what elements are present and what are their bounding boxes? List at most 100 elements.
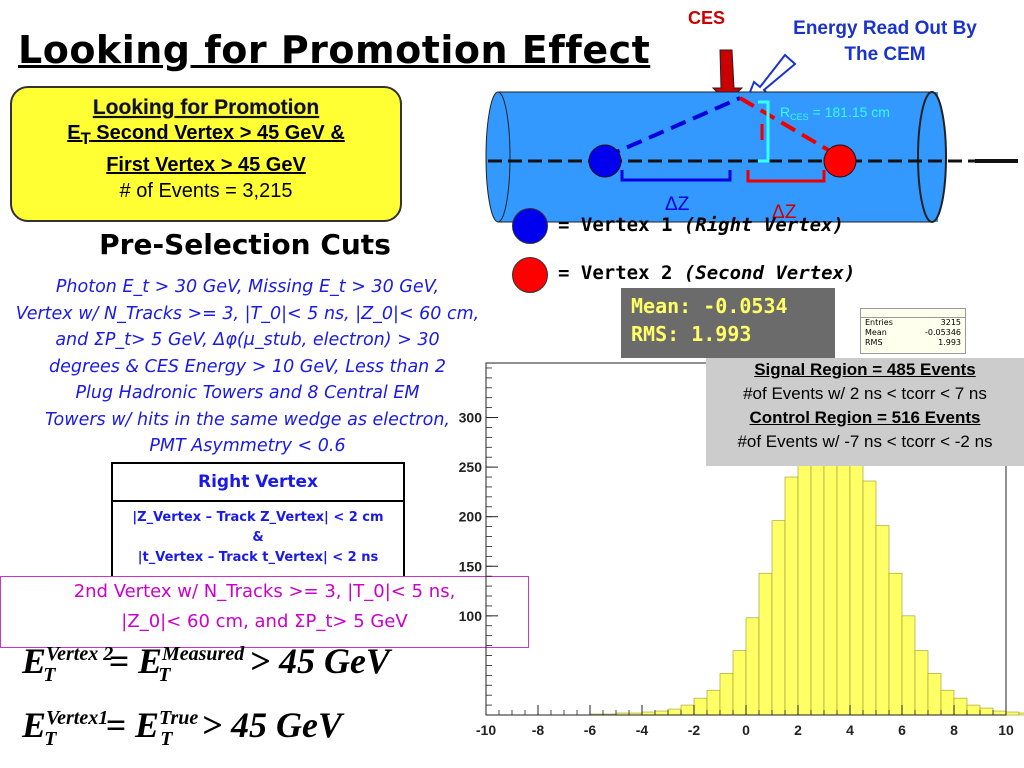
right-vertex-table: Right Vertex |Z_Vertex – Track Z_Vertex|… [111,462,405,582]
x-tick-label: -6 [584,722,597,738]
y-tick-label: 100 [459,608,483,624]
blue-vertex [588,144,622,178]
blue-dz-label: ΔZ [665,194,690,215]
second-vertex-box: 2nd Vertex w/ N_Tracks >= 3, |T_0|< 5 ns… [0,576,529,648]
histogram-bar [771,520,786,716]
vertex2-legend-dot [512,257,548,293]
histogram-bar [979,707,994,716]
blue-dz-bracket [620,170,732,182]
stat-box-header [861,309,965,318]
signal-region-title: Signal Region = 485 Events [754,360,976,379]
y-tick-label: 300 [459,410,483,426]
cut-line: PMT Asymmetry < 0.6 [149,436,346,456]
histogram-bar [849,439,864,716]
vertex1-legend-dot [512,208,548,244]
x-tick-label: -8 [532,722,545,738]
detector-diagram: RCES = 181.15 cm ΔZ ΔZ [485,49,1018,223]
stat-mean-row: Mean -0.05346 [865,328,961,337]
histogram-bar [966,704,981,716]
histogram-bar [940,689,955,716]
histogram-bar [745,617,760,716]
y-tick-label: 150 [459,558,483,574]
histogram-bar [875,525,890,716]
histogram-bar [719,673,734,716]
histogram-bar [706,689,721,716]
second-vertex-line1: 2nd Vertex w/ N_Tracks >= 3, |T_0|< 5 ns… [73,581,456,602]
rms-value: RMS: 1.993 [631,322,752,346]
histogram-bar [732,650,747,716]
root-stat-box: Entries 3215 Mean -0.05346 RMS 1.993 [860,308,966,354]
histogram-bar [654,710,669,716]
histogram-bar [862,480,877,716]
x-tick-label: -10 [476,722,496,738]
histogram-bar [693,697,708,716]
x-tick-label: 4 [846,722,854,738]
promotion-summary-box: Looking for Promotion ET Second Vertex >… [10,86,402,222]
histogram-bar [1018,712,1024,716]
control-region-title: Control Region = 516 Events [749,408,981,427]
y-tick-label: 200 [459,509,483,525]
detector-cylinder [498,92,938,222]
ces-label: CES [688,8,726,28]
right-vertex-and: & [252,530,264,545]
control-region-definition: #of Events w/ -7 ns < tcorr < -2 ns [737,432,993,451]
x-tick-label: 2 [794,722,802,738]
right-vertex-header: Right Vertex [113,464,403,502]
vertex2-legend: = Vertex 2 (Second Vertex) [558,262,856,284]
summary-line-first-vertex: First Vertex > 45 GeV [106,154,306,176]
energy-readout-label: Energy Read Out By The CEM [793,18,977,65]
rces-label: RCES = 181.15 cm [780,104,890,122]
signal-region-definition: #of Events w/ 2 ns < tcorr < 7 ns [743,384,987,403]
x-tick-label: 0 [742,722,750,738]
page-title: Looking for Promotion Effect [18,28,651,72]
cut-line: degrees & CES Energy > 10 GeV, Less than… [49,356,446,377]
histogram-bar [953,697,968,716]
x-tick-label: 10 [998,722,1014,738]
cylinder-right-end [917,91,947,223]
summary-line-et: ET Second Vertex > 45 GeV & [67,122,345,148]
x-tick-label: -2 [688,722,701,738]
x-tick-label: -4 [636,722,649,738]
summary-heading: Looking for Promotion [92,96,320,119]
blue-track-line [604,96,741,159]
region-definition-box: Signal Region = 485 Events #of Events w/… [706,358,1024,466]
rces-bar [758,100,770,163]
formula-vertex1: EVertex1T = ETrueT > 45 GeV [22,705,342,751]
vertex1-legend: = Vertex 1 (Right Vertex) [558,214,844,236]
cut-line: and ΣP_t> 5 GeV, Δφ(μ_stub, electron) > … [55,330,440,350]
histogram-bar [758,572,773,716]
preselection-cuts-text: Photon E_t > 30 GeV, Missing E_t > 30 Ge… [0,274,495,460]
stat-rms-row: RMS 1.993 [865,338,961,347]
y-tick-label: 250 [459,459,483,475]
histogram-bar [667,708,682,716]
histogram-axes: -10 -8 -6 -4 -2 0 2 4 6 8 10 100 150 200 250 300 [459,362,1014,738]
second-vertex-line2: |Z_0|< 60 cm, and ΣP_t> 5 GeV [121,611,408,632]
red-dz-bracket [746,170,826,183]
histogram-bar [680,704,695,716]
histogram-bar [901,615,916,716]
red-track-line [738,96,837,156]
histogram-bar [914,650,929,716]
histogram-bar [888,572,903,716]
histogram-bar [927,673,942,716]
red-dz-label: ΔZ [772,202,797,223]
cut-line: Photon E_t > 30 GeV, Missing E_t > 30 Ge… [55,277,440,297]
right-vertex-body: |Z_Vertex – Track Z_Vertex| < 2 cm & |t_… [113,502,403,568]
preselection-title: Pre-Selection Cuts [99,228,391,261]
right-vertex-z-cut: |Z_Vertex – Track Z_Vertex| < 2 cm [132,510,384,525]
cut-line: Vertex w/ N_Tracks >= 3, |T_0|< 5 ns, |Z… [15,303,480,324]
stat-entries-row: Entries 3215 [865,318,961,327]
histogram-bar [797,439,812,716]
formula-vertex2: EVertex 2T = EMeasuredT > 45 GeV [22,641,390,687]
x-tick-label: 8 [950,722,958,738]
histogram-bar [784,476,799,716]
mean-value: Mean: -0.0534 [631,294,788,318]
mean-rms-box: Mean: -0.0534 RMS: 1.993 [621,288,835,358]
summary-event-count: # of Events = 3,215 [119,180,293,202]
red-vertex [823,144,857,178]
cut-line: Plug Hadronic Towers and 8 Central EM [75,383,420,403]
x-tick-label: 6 [898,722,906,738]
histogram-chart: -10 -8 -6 -4 -2 0 2 4 6 8 10 100 150 200 250 300 [459,362,1024,738]
histogram-bar [992,710,1007,716]
cut-line: Towers w/ hits in the same wedge as elec… [45,409,450,430]
